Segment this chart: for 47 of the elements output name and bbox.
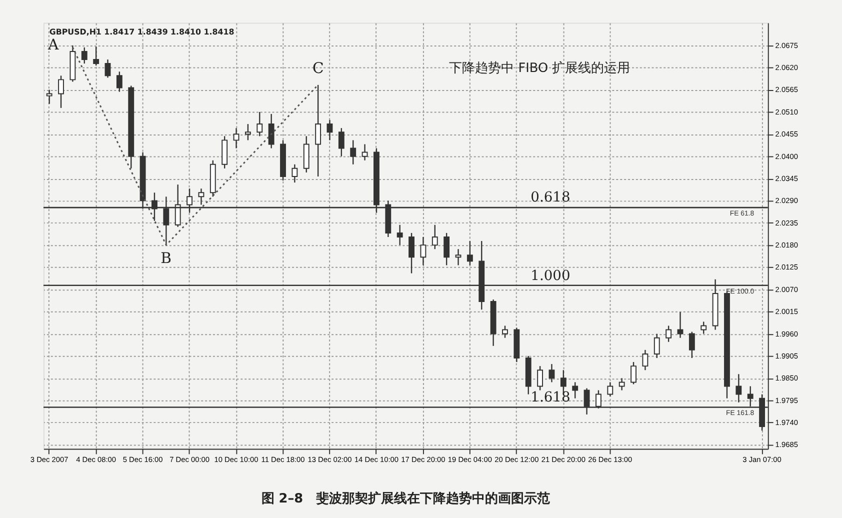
- candlestick: [455, 248, 462, 266]
- candlestick: [618, 378, 625, 391]
- candlestick: [677, 311, 684, 338]
- candlestick: [654, 333, 660, 359]
- candlestick: [700, 321, 707, 334]
- text: 图 2–8 斐波那契扩展线在下降趋势中的画图示范: [261, 490, 550, 507]
- candlestick: [408, 232, 414, 274]
- candlestick: [607, 382, 614, 397]
- annotation: 0.618: [530, 190, 570, 206]
- candlestick: [315, 84, 322, 178]
- candlestick: [233, 127, 240, 149]
- candlestick: [466, 240, 473, 266]
- candlestick: [548, 363, 555, 383]
- annotation: A: [47, 36, 60, 54]
- candlestick: [666, 325, 672, 342]
- annotation: B: [160, 250, 172, 267]
- candlestick: [326, 119, 333, 141]
- candlestick: [537, 365, 544, 391]
- candlestick: [116, 71, 122, 92]
- candlestick: [292, 164, 298, 184]
- candlestick: [256, 111, 263, 137]
- candlestick: [244, 123, 251, 141]
- candlestick: [362, 144, 368, 161]
- candlestick: [268, 113, 274, 149]
- candlestick: [688, 331, 695, 359]
- annotation: 下降趋势中 FIBO 扩展线的运用: [449, 61, 630, 76]
- candlestick: [432, 224, 438, 250]
- candlestick: [338, 127, 344, 157]
- candlestick: [642, 349, 648, 371]
- candlestick: [93, 46, 100, 66]
- candlestick: [736, 374, 742, 403]
- candlestick: [396, 224, 403, 246]
- candlestick: [572, 382, 578, 399]
- annotation: 1.618: [530, 389, 570, 406]
- candlestick: [630, 361, 636, 385]
- candlestick: [58, 75, 64, 109]
- candlestick: [81, 46, 88, 64]
- candlestick: [502, 325, 508, 338]
- candlestick: [350, 140, 356, 165]
- annotation: 1.000: [530, 268, 570, 284]
- candlestick: [104, 58, 111, 78]
- candlestick: [46, 89, 52, 104]
- candlestick: [444, 232, 450, 266]
- candlestick: [420, 236, 426, 266]
- annotation: GBPUSD,H1 1.8417 1.8439 1.8410 1.8418: [49, 28, 234, 37]
- candlestick: [198, 188, 204, 206]
- annotation: C: [312, 60, 324, 78]
